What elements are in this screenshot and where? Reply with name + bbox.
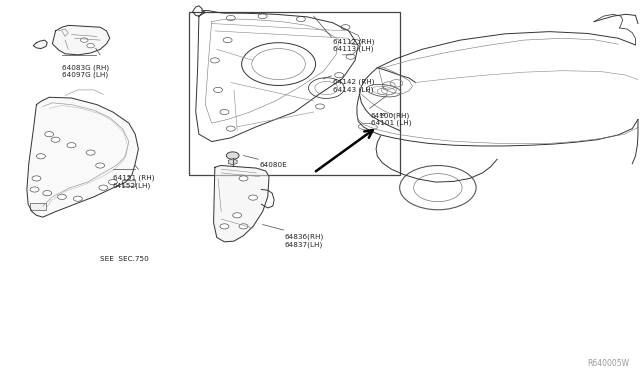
Circle shape [346, 54, 355, 59]
Circle shape [341, 25, 350, 30]
Circle shape [233, 213, 242, 218]
Bar [122, 180, 135, 186]
Circle shape [43, 190, 52, 196]
Circle shape [87, 44, 95, 48]
Text: 64142 (RH)
64143 (LH): 64142 (RH) 64143 (LH) [333, 79, 374, 93]
Circle shape [74, 196, 83, 201]
Text: 64080E: 64080E [259, 162, 287, 168]
Circle shape [239, 224, 248, 229]
Circle shape [239, 176, 248, 181]
Polygon shape [27, 97, 138, 217]
Circle shape [351, 39, 360, 45]
Polygon shape [33, 40, 47, 49]
Circle shape [32, 176, 41, 181]
Circle shape [227, 126, 236, 131]
Circle shape [86, 150, 95, 155]
Circle shape [335, 73, 344, 78]
Circle shape [248, 195, 257, 200]
Circle shape [99, 185, 108, 190]
Circle shape [223, 38, 232, 43]
Polygon shape [52, 25, 109, 55]
Circle shape [227, 152, 239, 159]
Polygon shape [214, 166, 269, 242]
Text: SEE  SEC.750: SEE SEC.750 [100, 256, 149, 262]
Text: 64151 (RH)
64152(LH): 64151 (RH) 64152(LH) [113, 175, 154, 189]
Text: 64100(RH)
64101 (LH): 64100(RH) 64101 (LH) [371, 112, 412, 126]
Circle shape [258, 13, 267, 19]
Circle shape [227, 15, 236, 20]
Bar [189, 12, 399, 175]
Circle shape [58, 194, 67, 199]
Text: 64083G (RH)
64097G (LH): 64083G (RH) 64097G (LH) [62, 64, 109, 78]
Circle shape [211, 58, 220, 63]
Text: 64112 (RH)
64113 (LH): 64112 (RH) 64113 (LH) [333, 38, 374, 52]
Circle shape [108, 180, 117, 185]
Circle shape [51, 137, 60, 142]
Circle shape [220, 109, 229, 115]
Circle shape [36, 154, 45, 159]
Text: 64836(RH)
64837(LH): 64836(RH) 64837(LH) [285, 234, 324, 248]
Circle shape [214, 87, 223, 93]
Circle shape [67, 142, 76, 148]
Circle shape [45, 132, 54, 137]
Text: R640005W: R640005W [587, 359, 629, 368]
Text: ∞: ∞ [378, 110, 385, 119]
Circle shape [96, 163, 104, 168]
Circle shape [81, 38, 88, 42]
Circle shape [296, 16, 305, 22]
Circle shape [30, 187, 39, 192]
Circle shape [316, 104, 324, 109]
Circle shape [220, 224, 229, 229]
Bar [30, 203, 46, 210]
